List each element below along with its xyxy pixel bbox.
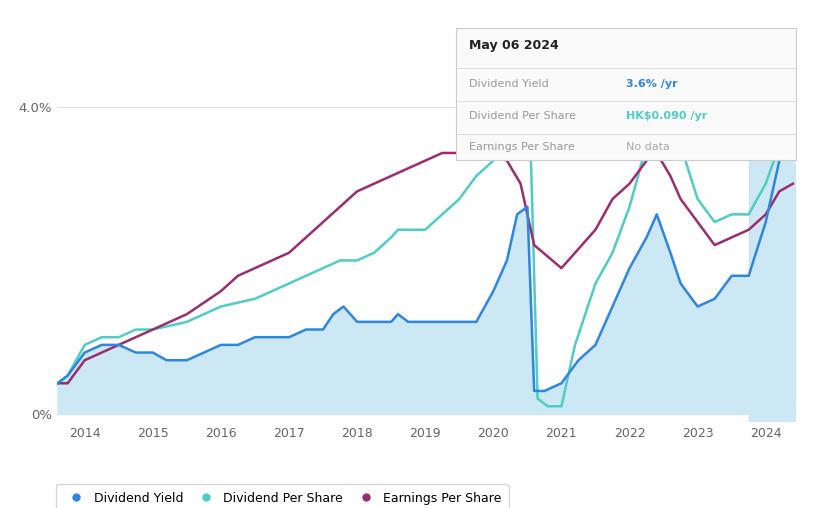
Text: HK$0.090 /yr: HK$0.090 /yr <box>626 111 707 121</box>
Bar <box>749 76 796 422</box>
Text: May 06 2024: May 06 2024 <box>470 39 559 51</box>
Text: Dividend Yield: Dividend Yield <box>470 79 549 89</box>
Text: Dividend Per Share: Dividend Per Share <box>470 111 576 121</box>
Text: No data: No data <box>626 142 670 152</box>
Text: Earnings Per Share: Earnings Per Share <box>470 142 575 152</box>
Text: 3.6% /yr: 3.6% /yr <box>626 79 677 89</box>
Text: Past: Past <box>752 96 777 108</box>
Legend: Dividend Yield, Dividend Per Share, Earnings Per Share: Dividend Yield, Dividend Per Share, Earn… <box>57 484 509 508</box>
